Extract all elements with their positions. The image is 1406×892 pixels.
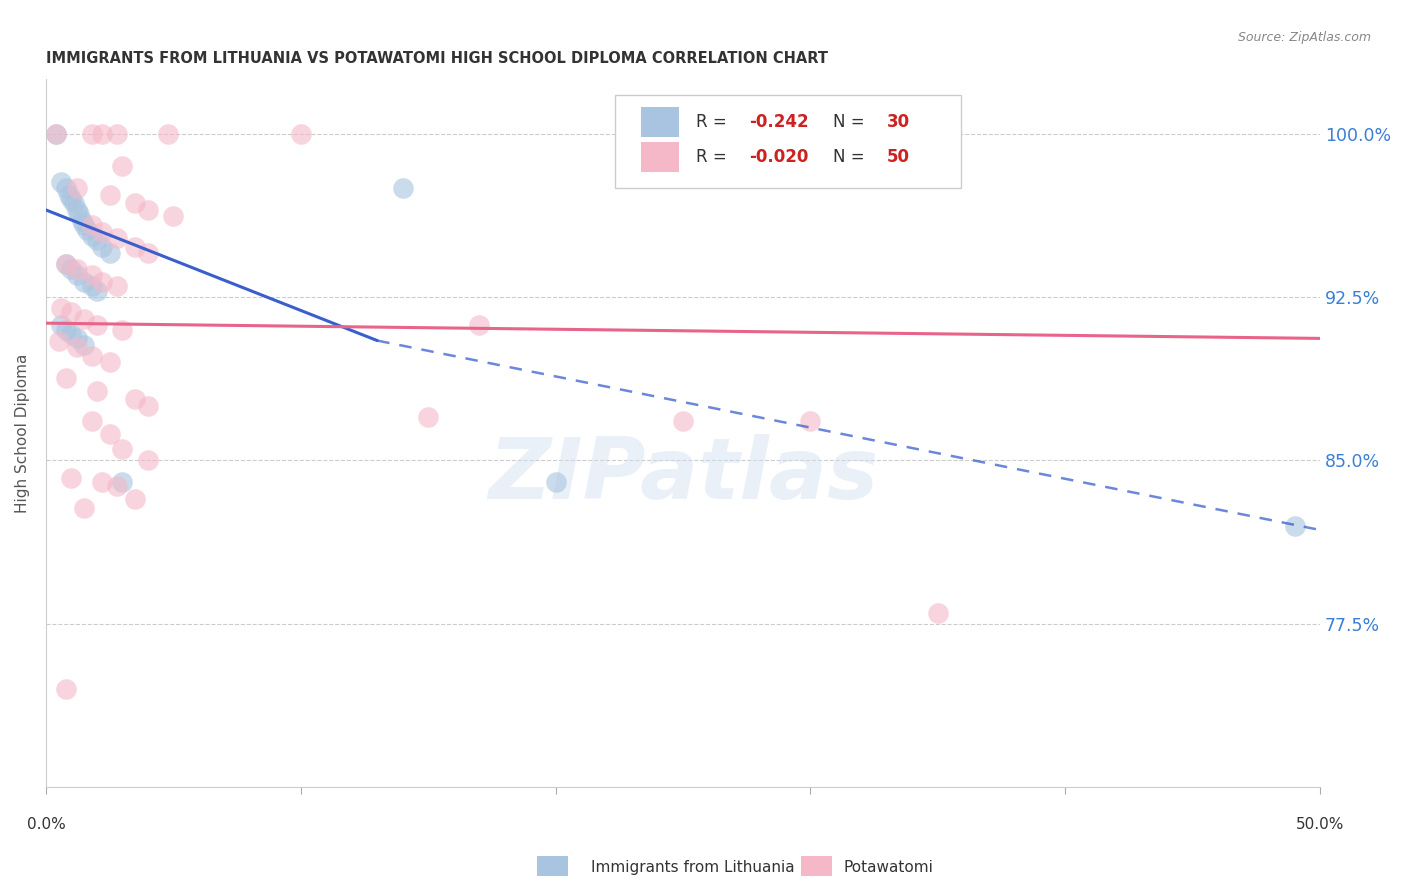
Text: 30: 30 xyxy=(887,112,910,131)
Point xyxy=(65,261,87,276)
Point xyxy=(65,268,87,283)
Point xyxy=(80,349,103,363)
Text: -0.020: -0.020 xyxy=(749,148,808,166)
Text: N =: N = xyxy=(834,112,870,131)
Point xyxy=(98,427,121,442)
Text: 50: 50 xyxy=(887,148,910,166)
Point xyxy=(98,187,121,202)
Point xyxy=(67,207,90,221)
Point xyxy=(55,257,77,271)
Text: Source: ZipAtlas.com: Source: ZipAtlas.com xyxy=(1237,31,1371,45)
Point xyxy=(65,331,87,345)
Point xyxy=(80,279,103,293)
Point xyxy=(111,442,134,457)
Point xyxy=(111,160,134,174)
Text: R =: R = xyxy=(696,148,731,166)
Point xyxy=(80,414,103,428)
Point xyxy=(98,246,121,260)
Text: -0.242: -0.242 xyxy=(749,112,808,131)
Point xyxy=(136,202,159,217)
Point xyxy=(55,681,77,696)
FancyBboxPatch shape xyxy=(641,107,679,136)
Point xyxy=(799,414,821,428)
Point xyxy=(672,414,695,428)
Point xyxy=(136,246,159,260)
Point xyxy=(48,334,70,348)
Point xyxy=(80,229,103,244)
Point xyxy=(86,234,108,248)
Point xyxy=(80,127,103,141)
Point xyxy=(91,225,114,239)
Point xyxy=(124,492,146,507)
Text: Potawatomi: Potawatomi xyxy=(844,860,934,874)
Point xyxy=(105,279,128,293)
Point xyxy=(124,392,146,407)
Point xyxy=(136,453,159,467)
Point xyxy=(65,340,87,354)
Point xyxy=(51,301,73,315)
Point xyxy=(91,240,114,254)
Point xyxy=(60,471,83,485)
Point xyxy=(391,181,413,195)
Point xyxy=(55,181,77,195)
Point xyxy=(45,127,67,141)
Point xyxy=(60,326,83,341)
Point xyxy=(73,218,96,232)
Text: IMMIGRANTS FROM LITHUANIA VS POTAWATOMI HIGH SCHOOL DIPLOMA CORRELATION CHART: IMMIGRANTS FROM LITHUANIA VS POTAWATOMI … xyxy=(46,51,828,66)
Point xyxy=(86,284,108,298)
Text: 50.0%: 50.0% xyxy=(1296,817,1344,832)
Point xyxy=(80,218,103,232)
Point xyxy=(105,127,128,141)
Point xyxy=(73,311,96,326)
Point xyxy=(73,338,96,352)
Point xyxy=(51,175,73,189)
Point xyxy=(544,475,567,489)
FancyBboxPatch shape xyxy=(616,95,960,187)
Point xyxy=(86,384,108,398)
Point xyxy=(91,475,114,489)
Point xyxy=(162,210,184,224)
Point xyxy=(58,187,80,202)
Point xyxy=(86,318,108,333)
Point xyxy=(65,181,87,195)
Point xyxy=(124,240,146,254)
Point xyxy=(157,127,180,141)
Point xyxy=(105,479,128,493)
Point xyxy=(73,275,96,289)
Point xyxy=(70,214,93,228)
FancyBboxPatch shape xyxy=(641,143,679,172)
Point xyxy=(290,127,312,141)
Point xyxy=(55,257,77,271)
Text: Immigrants from Lithuania: Immigrants from Lithuania xyxy=(591,860,794,874)
Point xyxy=(45,127,67,141)
Point xyxy=(124,196,146,211)
Point xyxy=(111,475,134,489)
Point xyxy=(76,222,98,236)
Y-axis label: High School Diploma: High School Diploma xyxy=(15,353,30,513)
Text: R =: R = xyxy=(696,112,731,131)
Point xyxy=(418,409,440,424)
Text: N =: N = xyxy=(834,148,870,166)
Text: 0.0%: 0.0% xyxy=(27,817,65,832)
Point xyxy=(468,318,491,333)
Point xyxy=(98,355,121,369)
Point xyxy=(73,501,96,516)
Point xyxy=(91,127,114,141)
Point xyxy=(136,399,159,413)
Point xyxy=(1284,518,1306,533)
Point xyxy=(91,275,114,289)
Point xyxy=(65,202,87,217)
Point xyxy=(55,323,77,337)
Point xyxy=(927,606,949,620)
Point xyxy=(51,318,73,333)
Point xyxy=(60,305,83,319)
Text: ZIPatlas: ZIPatlas xyxy=(488,434,879,517)
Point xyxy=(105,231,128,245)
Point xyxy=(60,261,83,276)
Point xyxy=(60,192,83,206)
Point xyxy=(111,323,134,337)
Point xyxy=(55,370,77,384)
Point xyxy=(80,268,103,283)
Point xyxy=(63,196,86,211)
